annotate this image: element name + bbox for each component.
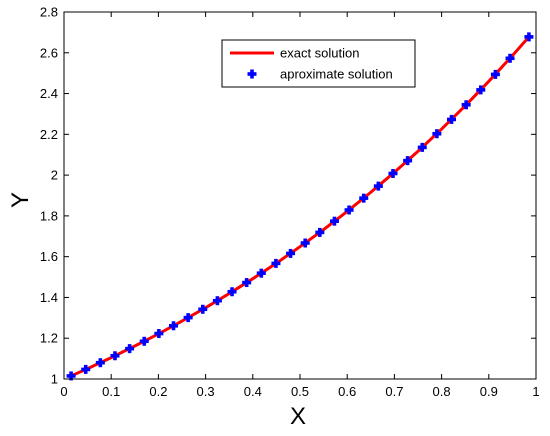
data-point-marker [300, 238, 310, 248]
data-point-marker [271, 258, 281, 268]
data-point-marker [154, 329, 164, 339]
x-tick-label: 0.1 [102, 384, 120, 399]
series-layer [66, 32, 534, 381]
data-point-marker [212, 296, 222, 306]
data-point-marker [359, 193, 369, 203]
data-point-marker [373, 181, 383, 191]
y-tick-label: 2.6 [40, 45, 58, 60]
data-point-marker [242, 278, 252, 288]
y-tick-label: 1 [51, 372, 58, 387]
data-point-marker [95, 358, 105, 368]
data-point-marker [286, 248, 296, 258]
data-point-marker [139, 336, 149, 346]
data-point-marker [110, 351, 120, 361]
data-point-marker [183, 313, 193, 323]
y-tick-label: 2.4 [40, 86, 58, 101]
legend: exact solution aproximate solution [221, 39, 416, 88]
y-tick-label: 1.2 [40, 331, 58, 346]
y-tick-label: 2.2 [40, 127, 58, 142]
data-point-marker [125, 344, 135, 354]
data-point-marker [432, 129, 442, 139]
x-tick-label: 0.8 [433, 384, 451, 399]
x-tick-label: 0 [60, 384, 67, 399]
data-point-marker [227, 287, 237, 297]
x-tick-label: 0.5 [291, 384, 309, 399]
y-axis-label: Y [7, 192, 34, 208]
data-point-marker [388, 168, 398, 178]
data-point-marker [524, 32, 534, 42]
y-tick-label: 1.8 [40, 208, 58, 223]
data-point-marker [315, 227, 325, 237]
x-axis-label: X [290, 403, 306, 430]
data-point-marker [198, 304, 208, 314]
data-point-marker [461, 100, 471, 110]
legend-label: aproximate solution [280, 67, 393, 82]
y-tick-label: 1.6 [40, 249, 58, 264]
legend-label: exact solution [280, 46, 360, 61]
axes: 0 0.1 0.2 0.3 0.4 0.5 0.6 0.7 0.8 0.9 1 1 1.2 1.4 1.6 1… [40, 5, 540, 400]
data-point-marker [490, 69, 500, 79]
x-tick-label: 0.2 [149, 384, 167, 399]
y-tick-label: 2.8 [40, 5, 58, 20]
data-point-marker [81, 364, 91, 374]
data-point-marker [447, 114, 457, 124]
x-tick-label: 0.3 [197, 384, 215, 399]
legend-item: exact solution [230, 46, 360, 61]
data-point-marker [476, 85, 486, 95]
x-tick-label: 0.6 [338, 384, 356, 399]
data-point-marker [256, 268, 266, 278]
y-tick-label: 1.4 [40, 290, 58, 305]
x-tick-label: 0.4 [244, 384, 262, 399]
y-tick-label: 2 [51, 168, 58, 183]
data-point-marker [403, 156, 413, 166]
data-point-marker [169, 321, 179, 331]
x-tick-label: 0.7 [385, 384, 403, 399]
data-point-marker [329, 216, 339, 226]
x-tick-label: 1 [532, 384, 539, 399]
data-point-marker [344, 205, 354, 215]
data-point-marker [505, 53, 515, 63]
legend-box [221, 39, 416, 88]
data-point-marker [417, 142, 427, 152]
legend-item: aproximate solution [247, 67, 393, 82]
x-tick-label: 0.9 [480, 384, 498, 399]
